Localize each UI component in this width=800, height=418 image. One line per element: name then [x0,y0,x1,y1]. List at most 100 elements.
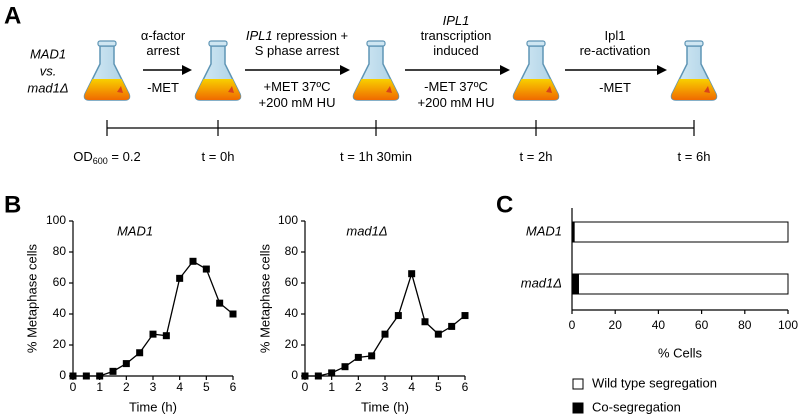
step-text: +200 mM HU [259,95,336,110]
gene-name: IPL1 [246,28,273,43]
step-text: induced [433,43,479,58]
category-label: MAD1 [526,223,562,238]
x-tick-label: 2 [355,380,362,394]
x-tick-label: 6 [462,380,469,394]
chart-title: MAD1 [117,223,153,238]
step-text: α-factor [141,28,186,43]
data-point [162,332,170,340]
panel-label: A [4,2,21,29]
y-tick-label: 80 [53,244,67,258]
step-text: arrest [146,43,180,58]
data-point [82,372,90,380]
step-text: -MET [599,80,631,95]
y-axis-label: % Metaphase cells [24,243,39,353]
step-text: +MET 37ºC [263,79,330,94]
legend-label: Wild type segregation [592,375,717,390]
x-tick-label: 1 [328,380,335,394]
bar-segment [577,273,789,295]
timeline-label: t = 6h [678,149,711,164]
data-point [328,369,336,377]
step-text: +200 mM HU [418,95,495,110]
x-tick-label: 40 [652,318,666,332]
data-point [434,330,442,338]
data-point [354,353,362,361]
data-point [341,363,349,371]
step-text: -MET [147,80,179,95]
x-tick-label: 3 [382,380,389,394]
data-line [73,260,234,377]
x-tick-label: 3 [150,380,157,394]
data-point [394,312,402,320]
x-tick-label: 2 [123,380,130,394]
step-text: induced [433,43,479,58]
panel-label: B [4,191,21,218]
x-tick-label: 60 [695,318,709,332]
flask [83,40,131,101]
y-tick-label: 60 [285,275,299,289]
step-text: S phase arrest [255,43,340,58]
gene-name: IPL1 [443,13,470,28]
flask [352,40,400,101]
x-tick-label: 6 [230,380,237,394]
legend-label: Co-segregation [592,399,681,414]
y-axis-label: % Metaphase cells [257,243,272,353]
data-point [189,257,197,265]
timeline-label: t = 6h [678,149,711,164]
step-text: transcription [421,28,492,43]
panel-label: C [496,191,513,218]
step-text: Ipl1 [605,28,626,43]
step-text: -MET [599,80,631,95]
data-point [301,372,309,380]
step-text: S phase arrest [255,43,340,58]
y-tick-label: 80 [285,244,299,258]
flask [512,40,560,101]
step-text: +200 mM HU [259,95,336,110]
x-tick-label: 4 [408,380,415,394]
data-point [149,330,157,338]
step-text: -MET 37ºC [424,79,488,94]
timeline-label: t = 0h [202,149,235,164]
data-point [109,367,117,375]
flask [194,40,242,101]
data-point [96,372,104,380]
subscript: 600 [93,156,108,166]
flask [670,40,718,101]
step-text: +MET 37ºC [263,79,330,94]
legend-swatch [572,378,584,390]
data-point [122,360,130,368]
step-text: α-factor [141,28,186,43]
category-label: mad1Δ [521,275,562,290]
data-point [381,330,389,338]
timeline-label: t = 1h 30min [340,149,412,164]
strain-label: MAD1 [30,46,66,61]
y-tick-label: 20 [285,337,299,351]
x-tick-label: 0 [302,380,309,394]
step-text: IPL1 [443,13,470,28]
step-text: re-activation [580,43,651,58]
data-point [461,312,469,320]
step-text: re-activation [580,43,651,58]
y-tick-label: 40 [285,306,299,320]
bar-segment [573,221,789,243]
y-tick-label: 100 [278,213,298,227]
y-tick-label: 0 [59,368,66,382]
x-axis-label: % Cells [658,345,703,360]
x-tick-label: 1 [96,380,103,394]
step-text: -MET [147,80,179,95]
timeline-label: t = 2h [520,149,553,164]
timeline-label: OD600 = 0.2 [73,149,140,166]
step-text: arrest [146,43,180,58]
data-point [421,318,429,326]
x-tick-label: 80 [738,318,752,332]
data-point [314,372,322,380]
step-text: IPL1 repression + [246,28,348,43]
timeline-label: = 0.2 [108,149,141,164]
y-tick-label: 100 [46,213,66,227]
x-axis-label: Time (h) [129,399,177,414]
x-tick-label: 20 [609,318,623,332]
data-point [216,299,224,307]
step-text: +200 mM HU [418,95,495,110]
timeline-label: OD [73,149,93,164]
step-text: -MET 37ºC [424,79,488,94]
data-point [448,322,456,330]
